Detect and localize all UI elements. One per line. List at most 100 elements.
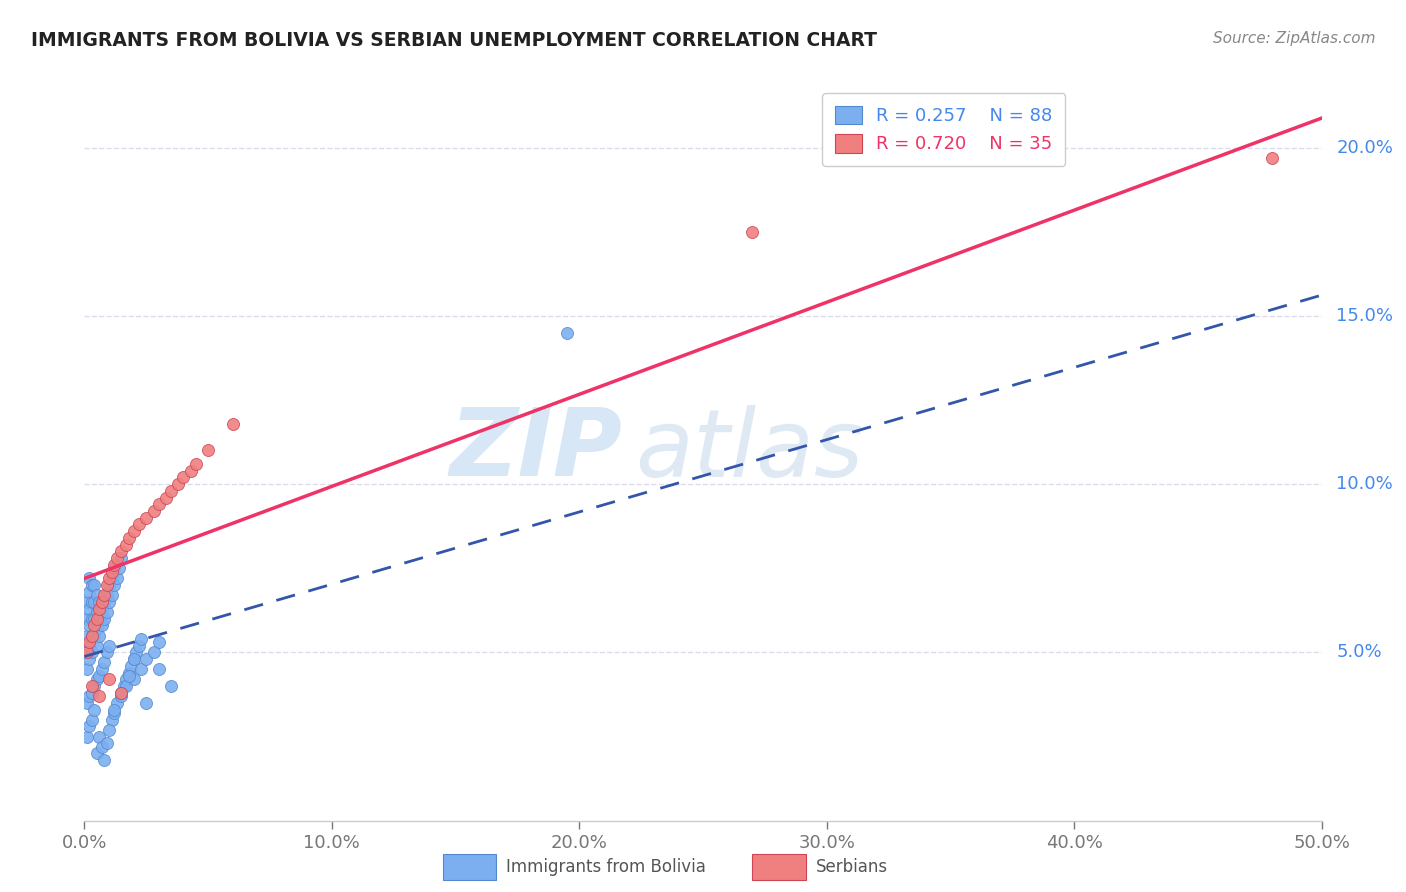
Point	[103, 578, 125, 592]
Point	[222, 417, 245, 431]
Point	[122, 524, 145, 539]
Point	[90, 618, 112, 632]
Point	[76, 645, 98, 659]
Point	[76, 696, 98, 710]
Text: 20.0%: 20.0%	[1337, 138, 1393, 157]
Point	[86, 588, 108, 602]
Point	[103, 561, 125, 575]
Point	[93, 656, 115, 670]
Point	[100, 565, 122, 579]
Point	[76, 628, 98, 642]
Point	[129, 662, 152, 676]
Point	[80, 645, 103, 659]
Point	[135, 510, 157, 524]
Point	[79, 719, 101, 733]
Point	[142, 645, 165, 659]
Point	[93, 595, 115, 609]
Point	[80, 612, 103, 626]
Point	[741, 225, 763, 239]
Point	[83, 628, 105, 642]
Point	[76, 595, 98, 609]
Point	[93, 588, 115, 602]
Point	[98, 595, 121, 609]
Point	[96, 736, 118, 750]
Point	[160, 679, 183, 693]
Point	[125, 645, 148, 659]
Text: atlas: atlas	[636, 405, 863, 496]
Point	[79, 618, 101, 632]
Point	[155, 491, 177, 505]
Point	[79, 584, 101, 599]
Point	[80, 679, 103, 693]
Point	[89, 730, 111, 744]
Point	[80, 713, 103, 727]
Point	[115, 673, 138, 687]
Text: Source: ZipAtlas.com: Source: ZipAtlas.com	[1212, 31, 1375, 46]
Point	[1261, 151, 1284, 165]
Point	[110, 686, 132, 700]
Point	[197, 443, 219, 458]
Point	[83, 595, 105, 609]
Point	[83, 703, 105, 717]
Point	[79, 601, 101, 615]
Point	[135, 696, 157, 710]
Point	[96, 605, 118, 619]
Point	[120, 658, 142, 673]
Text: ZIP: ZIP	[450, 404, 623, 497]
Point	[76, 730, 98, 744]
Point	[128, 517, 150, 532]
Point	[79, 652, 101, 666]
Point	[105, 571, 128, 585]
Point	[83, 578, 105, 592]
Point	[98, 578, 121, 592]
Point	[115, 538, 138, 552]
Point	[90, 739, 112, 754]
Text: 5.0%: 5.0%	[1337, 643, 1382, 661]
Point	[103, 703, 125, 717]
Point	[98, 723, 121, 737]
Point	[89, 669, 111, 683]
Point	[76, 662, 98, 676]
Point	[148, 662, 170, 676]
Point	[100, 571, 122, 585]
Point	[89, 628, 111, 642]
Point	[80, 578, 103, 592]
Point	[86, 673, 108, 687]
Point	[110, 689, 132, 703]
Text: Serbians: Serbians	[815, 858, 887, 876]
Point	[80, 595, 103, 609]
Point	[103, 706, 125, 720]
Point	[79, 635, 101, 649]
Point	[90, 601, 112, 615]
Point	[80, 686, 103, 700]
Point	[118, 531, 141, 545]
Point	[122, 673, 145, 687]
Point	[105, 551, 128, 566]
Point	[96, 578, 118, 592]
Point	[128, 639, 150, 653]
Point	[148, 497, 170, 511]
Point	[89, 612, 111, 626]
Point	[103, 558, 125, 572]
Point	[90, 662, 112, 676]
Point	[122, 652, 145, 666]
Point	[83, 612, 105, 626]
Point	[86, 612, 108, 626]
Point	[93, 753, 115, 767]
Point	[122, 652, 145, 666]
Point	[105, 696, 128, 710]
Point	[79, 639, 101, 653]
Point	[89, 689, 111, 703]
Point	[555, 326, 578, 340]
Point	[80, 628, 103, 642]
Point	[83, 679, 105, 693]
Point	[93, 612, 115, 626]
Legend: R = 0.257    N = 88, R = 0.720    N = 35: R = 0.257 N = 88, R = 0.720 N = 35	[823, 93, 1066, 166]
Point	[184, 457, 207, 471]
Point	[96, 588, 118, 602]
Point	[108, 561, 131, 575]
Point	[76, 612, 98, 626]
Point	[100, 588, 122, 602]
Point	[98, 673, 121, 687]
Point	[100, 713, 122, 727]
